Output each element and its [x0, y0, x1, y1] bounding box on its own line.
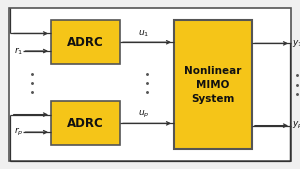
Text: ADRC: ADRC — [67, 36, 104, 49]
Bar — [51, 20, 120, 64]
Text: Nonlinear
MIMO
System: Nonlinear MIMO System — [184, 66, 242, 103]
Bar — [174, 20, 252, 149]
Text: $r_p$: $r_p$ — [14, 126, 23, 138]
Text: ADRC: ADRC — [67, 117, 104, 130]
Text: $y_1$: $y_1$ — [292, 38, 300, 49]
Text: $r_1$: $r_1$ — [14, 45, 23, 57]
Text: $u_p$: $u_p$ — [138, 109, 149, 120]
Text: $u_1$: $u_1$ — [138, 28, 149, 39]
Text: $y_p$: $y_p$ — [292, 120, 300, 131]
Bar — [51, 101, 120, 145]
